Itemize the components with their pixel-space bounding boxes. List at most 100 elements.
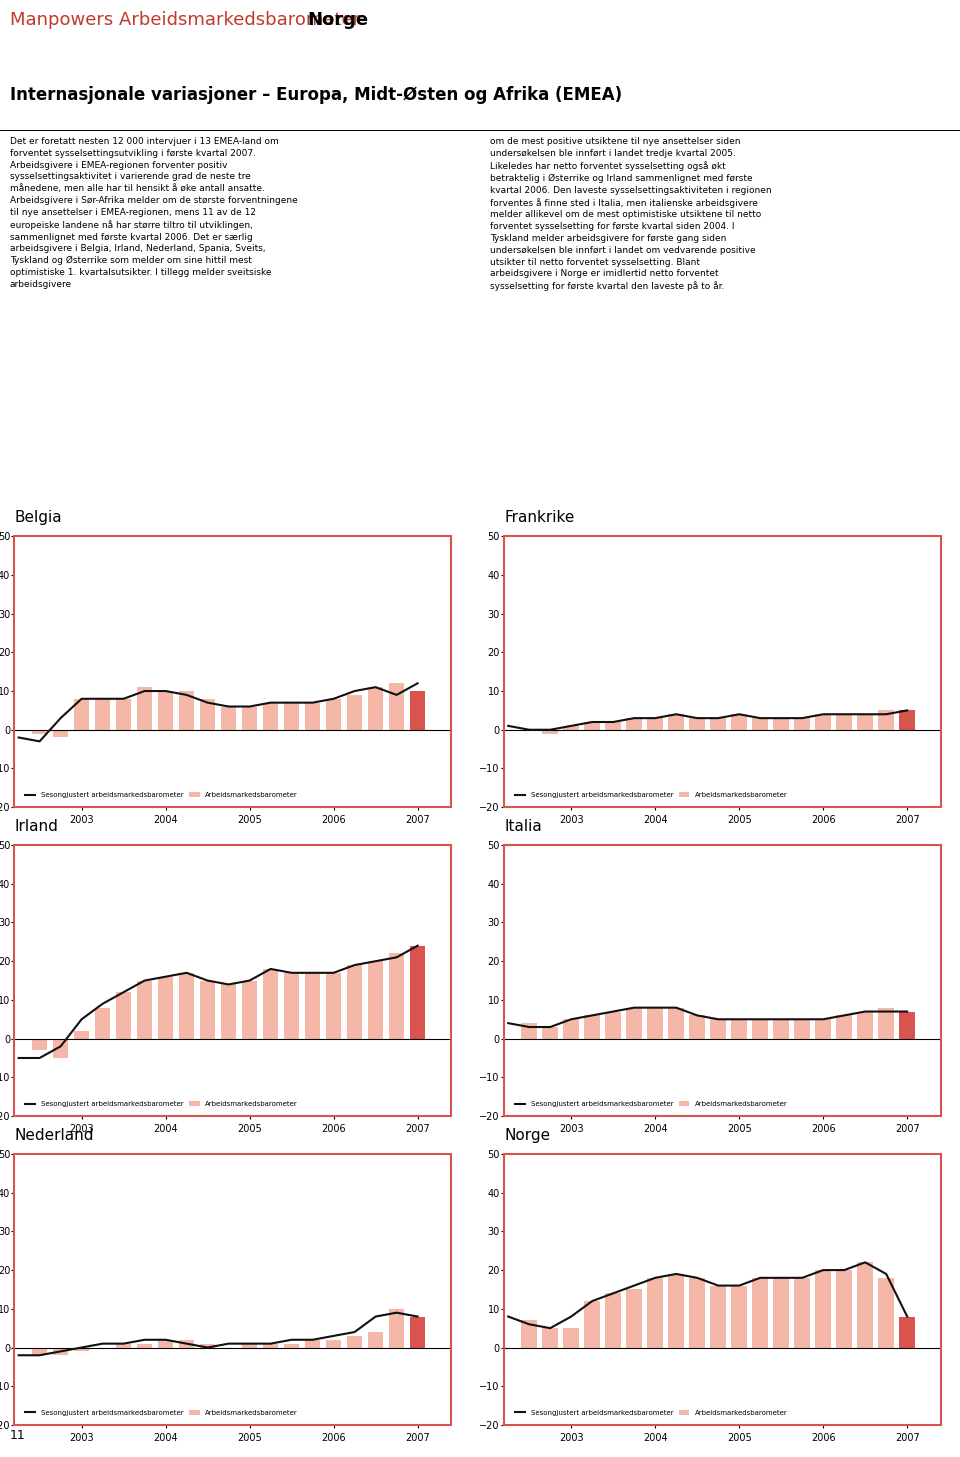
Bar: [263, 1343, 278, 1348]
Bar: [878, 1008, 894, 1039]
Bar: [753, 1020, 768, 1039]
Bar: [606, 723, 621, 730]
Bar: [689, 718, 705, 730]
Bar: [221, 707, 236, 730]
Bar: [116, 1343, 132, 1348]
Bar: [179, 973, 195, 1039]
Bar: [74, 1032, 89, 1039]
Bar: [794, 1278, 810, 1348]
Bar: [304, 1340, 321, 1348]
Bar: [242, 981, 257, 1039]
Bar: [564, 1020, 579, 1039]
Bar: [815, 714, 831, 730]
Bar: [668, 1008, 684, 1039]
Bar: [136, 981, 153, 1039]
Bar: [53, 1039, 68, 1058]
Bar: [585, 1301, 600, 1348]
Bar: [179, 1340, 195, 1348]
Bar: [325, 1340, 342, 1348]
Bar: [542, 1329, 558, 1348]
Bar: [647, 1008, 663, 1039]
Bar: [774, 718, 789, 730]
Text: Internasjonale variasjoner – Europa, Midt-Østen og Afrika (EMEA): Internasjonale variasjoner – Europa, Mid…: [10, 86, 622, 103]
Bar: [284, 702, 300, 730]
Bar: [368, 688, 383, 730]
Bar: [900, 1011, 915, 1039]
Bar: [774, 1278, 789, 1348]
Bar: [53, 1348, 68, 1355]
Bar: [606, 1294, 621, 1348]
Bar: [857, 1262, 873, 1348]
Bar: [542, 1027, 558, 1039]
Bar: [284, 973, 300, 1039]
Bar: [836, 1271, 852, 1348]
Bar: [74, 699, 89, 730]
Bar: [221, 985, 236, 1039]
Bar: [32, 730, 47, 734]
Bar: [32, 1348, 47, 1355]
Legend: Sesongjustert arbeidsmarkedsbarometer, Arbeidsmarkedsbarometer: Sesongjustert arbeidsmarkedsbarometer, A…: [512, 1099, 790, 1110]
Bar: [878, 1278, 894, 1348]
Bar: [347, 695, 363, 730]
Bar: [242, 1343, 257, 1348]
Bar: [116, 992, 132, 1039]
Text: Italia: Italia: [504, 819, 541, 833]
Text: Belgia: Belgia: [14, 510, 62, 526]
Bar: [410, 946, 425, 1039]
Bar: [585, 723, 600, 730]
Text: Norge: Norge: [307, 10, 369, 29]
Legend: Sesongjustert arbeidsmarkedsbarometer, Arbeidsmarkedsbarometer: Sesongjustert arbeidsmarkedsbarometer, A…: [512, 790, 790, 801]
Bar: [794, 1020, 810, 1039]
Legend: Sesongjustert arbeidsmarkedsbarometer, Arbeidsmarkedsbarometer: Sesongjustert arbeidsmarkedsbarometer, A…: [22, 790, 300, 801]
Bar: [263, 969, 278, 1039]
Bar: [668, 1273, 684, 1348]
Bar: [325, 699, 342, 730]
Bar: [689, 1016, 705, 1039]
Text: Manpowers Arbeidsmarkedsbarometer: Manpowers Arbeidsmarkedsbarometer: [10, 10, 360, 29]
Bar: [521, 1320, 537, 1348]
Bar: [710, 1020, 726, 1039]
Legend: Sesongjustert arbeidsmarkedsbarometer, Arbeidsmarkedsbarometer: Sesongjustert arbeidsmarkedsbarometer, A…: [22, 1407, 300, 1419]
Bar: [368, 962, 383, 1039]
Bar: [626, 1289, 642, 1348]
Bar: [410, 691, 425, 730]
Bar: [689, 1278, 705, 1348]
Bar: [521, 1023, 537, 1039]
Bar: [564, 1329, 579, 1348]
Text: 11: 11: [10, 1429, 25, 1441]
Bar: [304, 973, 321, 1039]
Bar: [242, 707, 257, 730]
Bar: [179, 691, 195, 730]
Bar: [626, 1008, 642, 1039]
Bar: [836, 1016, 852, 1039]
Bar: [136, 1343, 153, 1348]
Bar: [200, 699, 215, 730]
Bar: [794, 718, 810, 730]
Text: Nederland: Nederland: [14, 1128, 94, 1142]
Bar: [732, 714, 747, 730]
Bar: [116, 699, 132, 730]
Bar: [389, 1308, 404, 1348]
Bar: [900, 711, 915, 730]
Bar: [157, 691, 174, 730]
Legend: Sesongjustert arbeidsmarkedsbarometer, Arbeidsmarkedsbarometer: Sesongjustert arbeidsmarkedsbarometer, A…: [22, 1099, 300, 1110]
Bar: [157, 976, 174, 1039]
Bar: [347, 965, 363, 1039]
Bar: [368, 1332, 383, 1348]
Text: om de mest positive utsiktene til nye ansettelser siden
undersøkelsen ble innfør: om de mest positive utsiktene til nye an…: [490, 137, 771, 291]
Bar: [836, 714, 852, 730]
Bar: [389, 953, 404, 1039]
Bar: [857, 714, 873, 730]
Bar: [647, 718, 663, 730]
Bar: [710, 718, 726, 730]
Bar: [200, 1343, 215, 1348]
Bar: [263, 702, 278, 730]
Bar: [410, 1317, 425, 1348]
Bar: [542, 730, 558, 734]
Text: Det er foretatt nesten 12 000 intervjuer i 13 EMEA-land om
forventet sysselsetti: Det er foretatt nesten 12 000 intervjuer…: [10, 137, 298, 288]
Text: Norge: Norge: [504, 1128, 550, 1142]
Bar: [136, 688, 153, 730]
Bar: [585, 1016, 600, 1039]
Bar: [647, 1278, 663, 1348]
Bar: [53, 730, 68, 737]
